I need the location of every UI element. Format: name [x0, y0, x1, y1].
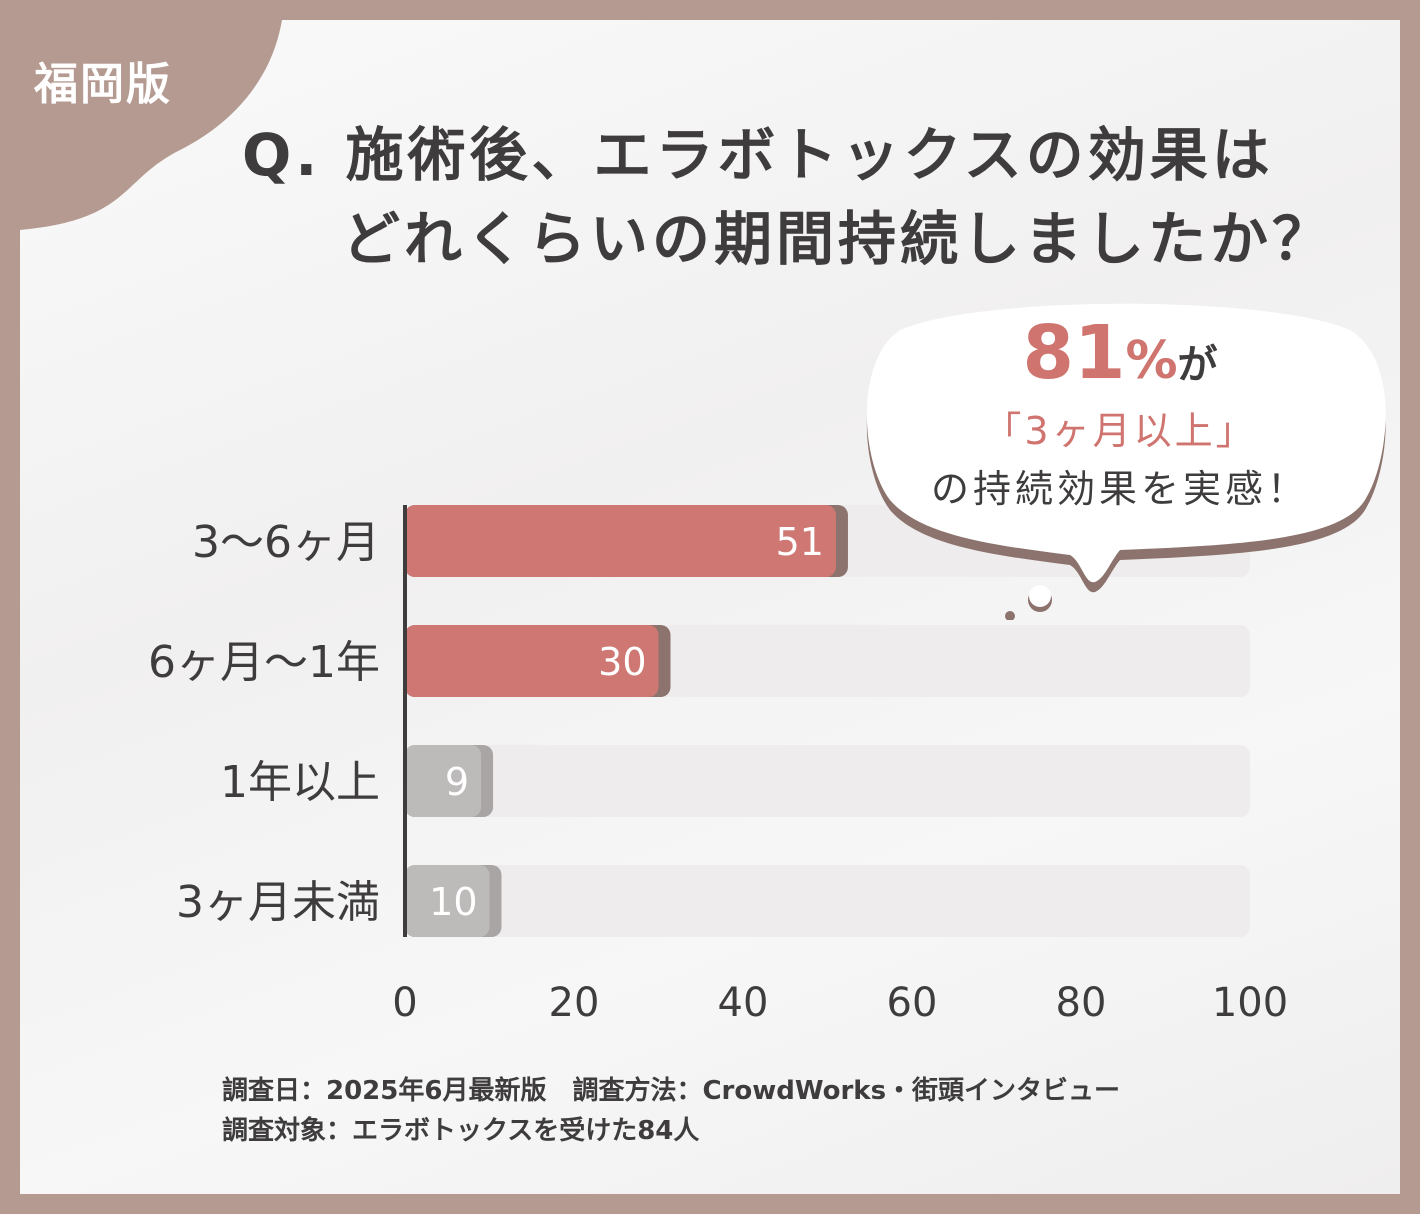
- callout-line2: 「3ヶ月以上」: [983, 409, 1257, 453]
- category-label: 1年以上: [220, 757, 380, 808]
- category-label: 6ヶ月〜1年: [148, 637, 380, 688]
- bar-value-label: 9: [445, 760, 469, 804]
- infographic-card: 福岡版 Q. 施術後、エラボトックスの効果は どれくらいの期間持続しましたか？ …: [20, 20, 1400, 1194]
- bar-track: [405, 865, 1250, 937]
- survey-info-line1: 調査日：2025年6月最新版 調査方法：CrowdWorks・街頭インタビュー: [222, 1076, 1121, 1106]
- category-label: 3ヶ月未満: [176, 877, 380, 928]
- callout-percent-number: 81: [1022, 310, 1126, 396]
- bar-value-label: 30: [598, 640, 646, 684]
- x-tick-label: 20: [549, 980, 600, 1026]
- speech-bubble: [866, 303, 1386, 620]
- callout-particle: が: [1177, 342, 1218, 388]
- survey-info-line2: 調査対象：エラボトックスを受けた84人: [222, 1116, 700, 1146]
- question-title-line2: どれくらいの期間持続しましたか？: [342, 205, 1335, 273]
- edition-tag: 福岡版: [34, 59, 172, 110]
- x-tick-label: 60: [887, 980, 938, 1026]
- bar-value-label: 10: [429, 880, 477, 924]
- category-label: 3〜6ヶ月: [192, 517, 380, 568]
- callout-percent-sign: %: [1125, 331, 1178, 391]
- x-tick-label: 80: [1056, 980, 1107, 1026]
- x-tick-label: 100: [1212, 980, 1288, 1026]
- bar: [405, 505, 836, 577]
- bar-value-label: 51: [776, 520, 824, 564]
- callout-percent: 81%が: [860, 310, 1380, 396]
- callout-line3: の持続効果を実感！: [930, 467, 1309, 511]
- bar: [405, 625, 659, 697]
- x-tick-label: 40: [718, 980, 769, 1026]
- edition-corner-shape: [20, 20, 282, 230]
- x-tick-label: 0: [392, 980, 417, 1026]
- bar-track: [405, 745, 1250, 817]
- question-title-line1: Q. 施術後、エラボトックスの効果は: [242, 121, 1274, 189]
- bar: [405, 865, 490, 937]
- bar: [405, 745, 482, 817]
